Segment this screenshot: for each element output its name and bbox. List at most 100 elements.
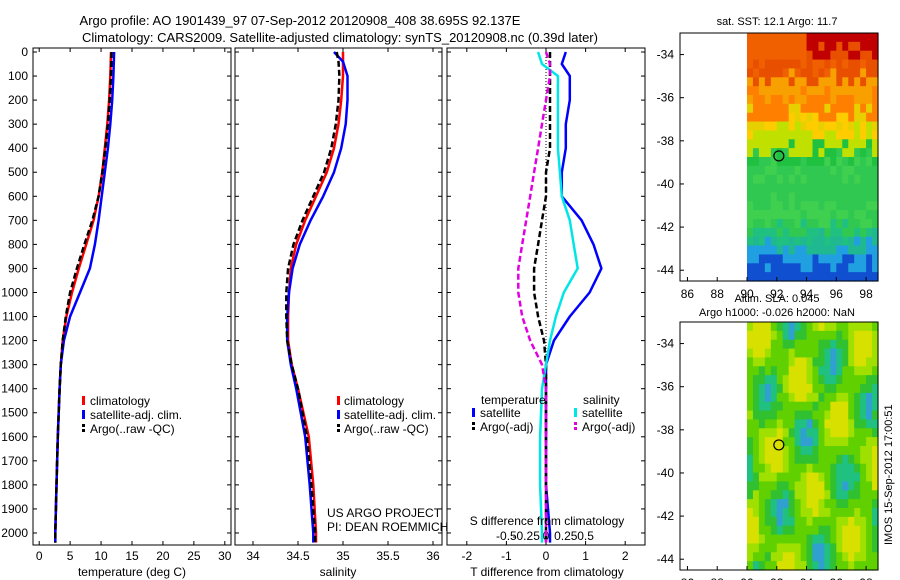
sst-cell	[794, 50, 802, 61]
sst-cell	[800, 245, 808, 256]
sst-cell	[842, 103, 849, 114]
sla-cell	[758, 552, 766, 562]
sla-cell	[788, 410, 796, 421]
sla-cell	[788, 392, 796, 403]
sst-cell	[812, 41, 820, 52]
sla-cell	[782, 392, 790, 403]
sst-cell	[848, 130, 855, 140]
sst-cell	[758, 77, 766, 87]
sst-cell	[788, 272, 796, 282]
sst-cell	[746, 121, 754, 132]
sla-cell	[812, 552, 820, 562]
sla-cell	[860, 384, 867, 394]
sst-cell	[860, 77, 867, 87]
sla-cell	[794, 375, 802, 385]
sla-cell	[860, 366, 867, 376]
sst-cell	[812, 192, 820, 202]
sst-cell	[818, 165, 825, 176]
sst-cell	[872, 77, 879, 87]
sla-cell	[836, 437, 843, 447]
sst-cell	[812, 245, 820, 256]
sla-cell	[746, 410, 754, 421]
sst-cell	[872, 227, 879, 238]
sla-cell	[836, 366, 843, 376]
sst-cell	[806, 254, 814, 264]
sla-cell	[770, 525, 778, 536]
sla-cell	[758, 534, 766, 545]
sla-cell	[764, 481, 772, 491]
sst-cell	[764, 41, 772, 52]
sla-cell	[806, 384, 814, 394]
sla-cell	[866, 472, 873, 483]
sst-cell	[788, 121, 796, 132]
depth-tick-label: 200	[8, 93, 28, 107]
temperature-x-axis: 0 5 10 15 20 25 30	[36, 48, 232, 563]
sla-cell	[818, 446, 825, 456]
sst-cell	[824, 33, 831, 43]
sst-cell	[782, 50, 790, 61]
sla-cell	[830, 348, 837, 359]
sla-cell	[794, 322, 802, 332]
sla-cell	[806, 561, 814, 571]
sst-cell	[746, 59, 754, 70]
sst-cell	[830, 183, 837, 194]
salinity-x-axis: 34 34.5 35 35.5 36	[246, 48, 440, 563]
sst-cell	[836, 59, 843, 70]
sla-cell	[746, 401, 754, 412]
sla-cell	[824, 463, 831, 474]
map-y-tick-label: -38	[657, 423, 675, 437]
sst-cell	[770, 121, 778, 132]
sla-cell	[866, 410, 873, 421]
sla-cell	[854, 534, 861, 545]
sla-cell	[836, 463, 843, 474]
sst-cell	[842, 201, 849, 211]
sst-cell	[752, 50, 760, 61]
sla-cell	[836, 525, 843, 536]
sla-cell	[830, 428, 837, 438]
sst-cell	[752, 103, 760, 114]
sst-cell	[824, 254, 831, 264]
sla-cell	[788, 490, 796, 500]
sla-cell	[836, 330, 843, 341]
sla-cell	[806, 552, 814, 562]
sla-cell	[866, 552, 873, 562]
sla-cell	[824, 392, 831, 403]
sla-cell	[872, 339, 879, 350]
sst-cell	[758, 245, 766, 256]
sla-cell	[842, 330, 849, 341]
sla-cell	[806, 348, 814, 359]
sst-cell	[746, 95, 754, 105]
sla-cell	[794, 525, 802, 536]
sst-cell	[860, 210, 867, 220]
sst-cell	[836, 201, 843, 211]
sst-cell	[788, 112, 796, 123]
sla-cell	[794, 392, 802, 403]
sst-cell	[782, 95, 790, 105]
sst-cell	[794, 245, 802, 256]
sst-cell	[866, 192, 873, 202]
sst-cell	[758, 192, 766, 202]
sla-cell	[842, 375, 849, 385]
sst-cell	[854, 236, 861, 247]
sst-cell	[812, 236, 820, 247]
map-x-tick-label: 98	[859, 576, 873, 580]
sst-cell	[836, 68, 843, 78]
sst-cell	[788, 77, 796, 87]
sst-cell	[860, 174, 867, 185]
sla-cell	[812, 454, 820, 465]
sst-cell	[836, 272, 843, 282]
sla-cell	[776, 543, 784, 553]
depth-tick-label: 300	[8, 117, 28, 131]
sla-cell	[818, 534, 825, 545]
sst-cell	[812, 121, 820, 132]
sla-cell	[860, 322, 867, 332]
sla-cell	[848, 375, 855, 385]
sla-cell	[824, 534, 831, 545]
sst-cell	[812, 272, 820, 282]
sla-cell	[788, 322, 796, 332]
sla-cell	[788, 428, 796, 438]
sla-cell	[806, 534, 814, 545]
sla-cell	[806, 330, 814, 341]
sla-cell	[836, 454, 843, 465]
sla-cell	[836, 499, 843, 509]
